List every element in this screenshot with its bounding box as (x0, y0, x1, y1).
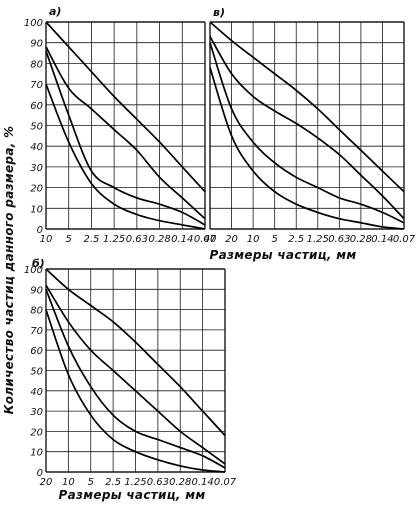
x-axis-label-bottom: Размеры частиц, мм (59, 488, 206, 502)
panel-v-x-tick-label: 0.63 (328, 234, 350, 245)
panel-b-y-tick-label: 100 (24, 265, 43, 276)
panel-v-curve-1 (209, 21, 405, 193)
panel-a-curve-4 (45, 83, 206, 230)
panel-b-x-tick-label: 0.28 (169, 477, 191, 488)
panel-b-curve-2 (45, 284, 226, 465)
panel-v-x-tick-label: 0.14 (371, 234, 393, 245)
panel-v-curve-3 (209, 42, 405, 224)
panel-b-y-tick-label: 0 (37, 468, 43, 479)
panel-label-a: а) (49, 5, 61, 18)
panel-a-x-tick-label: 5 (66, 234, 72, 245)
panel-b-y-tick-label: 70 (30, 326, 43, 337)
panel-a-y-tick-label: 40 (30, 142, 43, 153)
panel-a-y-tick-label: 100 (24, 18, 43, 29)
panel-b-x-tick-label: 0.07 (214, 477, 237, 488)
panel-a-x-tick-label: 1.25 (103, 234, 125, 245)
panel-b-y-tick-label: 60 (30, 346, 43, 357)
y-axis-label: Количество частиц данного размера, % (2, 126, 16, 415)
panel-b-curve-1 (45, 268, 226, 437)
x-axis-label-top: Размеры частиц, мм (210, 248, 357, 262)
panel-b-y-tick-label: 40 (30, 387, 43, 398)
panel-a-y-tick-label: 30 (30, 163, 43, 174)
panel-a-y-tick-label: 90 (30, 39, 43, 50)
panel-b-y-tick-label: 50 (30, 367, 43, 378)
panel-v-curve-4 (209, 67, 405, 230)
panel-b-x-tick-label: 0.14 (191, 477, 213, 488)
panel-a-y-tick-label: 10 (30, 204, 43, 215)
panel-a-y-tick-label: 20 (30, 184, 43, 195)
panel-a-y-tick-label: 0 (37, 225, 43, 236)
panel-a-curve-2 (45, 46, 206, 220)
panel-b-curve-4 (45, 309, 226, 473)
panel-b-y-tick-label: 80 (30, 306, 43, 317)
panel-v-x-tick-label: 10 (247, 234, 260, 245)
panel-b-x-tick-label: 5 (88, 477, 94, 488)
panel-a-y-tick-label: 50 (30, 122, 43, 133)
panel-label-v: в) (213, 6, 225, 19)
panel-v-x-tick-label: 2.5 (288, 234, 304, 245)
panel-a: 10 5 2.5 1.25 0.63 0.28 0.14 0.0710090807060504… (24, 18, 217, 245)
panel-b-curve-3 (45, 288, 226, 469)
panel-b-y-tick-label: 10 (30, 448, 43, 459)
panel-b-x-tick-label: 2.5 (105, 477, 121, 488)
panel-a-curve-1 (45, 21, 206, 193)
panel-v-x-tick-label: 20 (225, 234, 238, 245)
panel-a-x-tick-label: 0.07 (194, 234, 217, 245)
panel-a-x-tick-label: 0.14 (171, 234, 193, 245)
panel-v-x-tick-label: 40 (204, 234, 217, 245)
panel-b-x-tick-label: 10 (62, 477, 75, 488)
panel-b-x-tick-label: 20 (40, 477, 53, 488)
panel-v-x-tick-label: 0.07 (393, 234, 416, 245)
panel-a-curve-3 (45, 50, 206, 226)
panel-a-x-tick-label: 10 (40, 234, 53, 245)
panel-v-x-tick-label: 5 (271, 234, 277, 245)
panel-b-y-tick-label: 30 (30, 407, 43, 418)
panel-v: 40 20 10 5 2.5 1.25 0.63 0.28 0.14 0.07 (204, 21, 416, 245)
panel-label-b: б) (32, 257, 45, 270)
panel-a-y-tick-label: 60 (30, 101, 43, 112)
panel-b-y-tick-label: 20 (30, 427, 43, 438)
panel-v-curve-2 (209, 36, 405, 220)
panel-b-x-tick-label: 1.25 (124, 477, 146, 488)
panel-a-x-tick-label: 2.5 (83, 234, 99, 245)
panel-v-x-tick-label: 0.28 (350, 234, 372, 245)
panel-b-x-tick-label: 0.63 (147, 477, 169, 488)
panel-a-y-tick-label: 80 (30, 59, 43, 70)
panel-v-x-tick-label: 1.25 (307, 234, 329, 245)
panel-b: 20 10 5 2.5 1.25 0.63 0.28 0.14 0.07100908070605… (24, 265, 237, 488)
panel-a-y-tick-label: 70 (30, 80, 43, 91)
panel-b-y-tick-label: 90 (30, 285, 43, 296)
panel-a-x-tick-label: 0.28 (148, 234, 170, 245)
panel-a-x-tick-label: 0.63 (126, 234, 148, 245)
